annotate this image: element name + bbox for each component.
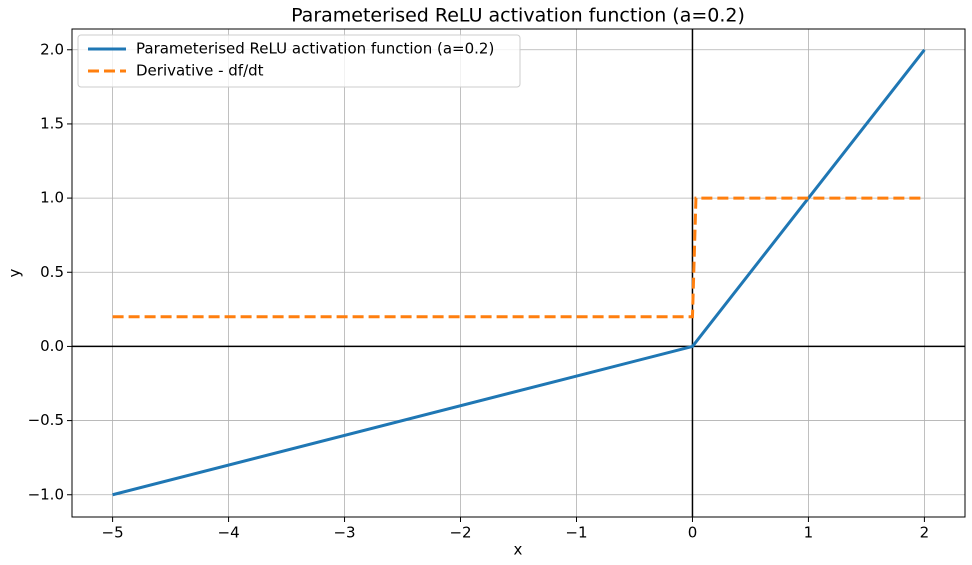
legend-label: Parameterised ReLU activation function (… [136,40,494,58]
y-tick-label: 1.5 [40,114,64,132]
x-tick-label: 1 [804,524,814,542]
plot-frame [71,28,966,518]
x-axis-label: x [514,541,523,559]
y-tick-label: 0.5 [40,263,64,281]
y-tick-label: 1.0 [40,189,64,207]
x-tick-label: 2 [920,524,930,542]
legend-label: Derivative - df/dt [136,62,264,80]
legend-box [77,34,521,88]
series-line [112,48,926,497]
y-tick-label: −1.0 [28,485,64,503]
x-tick-label: −3 [333,524,355,542]
x-tick-label: −4 [218,524,240,542]
x-tick-label: −2 [449,524,471,542]
y-tick-label: 2.0 [40,40,64,58]
y-tick-label: −0.5 [28,411,64,429]
x-tick-label: 0 [688,524,698,542]
x-tick-label: −5 [102,524,124,542]
series-line [112,196,925,319]
x-tick-label: −1 [565,524,587,542]
chart-title: Parameterised ReLU activation function (… [291,5,745,27]
y-axis-label: y [6,268,24,277]
y-tick-label: 0.0 [40,337,64,355]
